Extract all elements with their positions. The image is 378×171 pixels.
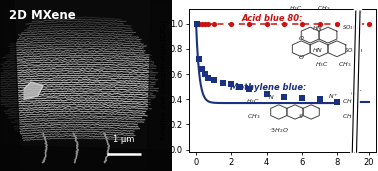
Text: Acid blue 80:: Acid blue 80:: [242, 14, 303, 23]
Polygon shape: [24, 82, 43, 99]
Point: [281, 95, 287, 98]
Point: [211, 79, 217, 82]
Point: [194, 22, 200, 25]
Point: [299, 22, 305, 25]
Point: [263, 22, 270, 25]
Point: [202, 22, 208, 25]
Text: $H_3C$: $H_3C$: [315, 60, 329, 69]
Point: [220, 82, 226, 84]
X-axis label: Time (h): Time (h): [262, 170, 303, 171]
Text: 1 μm: 1 μm: [113, 135, 135, 144]
Point: [228, 83, 234, 86]
Polygon shape: [0, 145, 172, 171]
Point: [211, 22, 217, 25]
Point: [246, 88, 252, 91]
Point: [334, 100, 340, 103]
Point: [237, 85, 243, 88]
Point: [196, 58, 202, 60]
Text: $H_3C$: $H_3C$: [289, 4, 303, 13]
Text: $HN$: $HN$: [313, 24, 324, 32]
Point: [202, 73, 208, 75]
Point: [317, 22, 323, 25]
Point: [228, 22, 234, 25]
Text: $HN$: $HN$: [313, 46, 324, 54]
Point: [246, 22, 252, 25]
Point: [199, 22, 205, 25]
Point: [317, 98, 323, 101]
Polygon shape: [146, 0, 172, 171]
Point: [263, 93, 270, 96]
Point: [194, 22, 200, 25]
Text: $S$: $S$: [298, 112, 304, 120]
Text: $\cdot 3H_2O$: $\cdot 3H_2O$: [269, 126, 289, 135]
Point: [299, 97, 305, 99]
Point: [281, 22, 287, 25]
Text: $N^+$: $N^+$: [327, 92, 339, 101]
Point: [205, 22, 211, 25]
Text: $CH_3$: $CH_3$: [317, 4, 330, 13]
Text: $CH_3$: $CH_3$: [342, 97, 356, 106]
Point: [196, 22, 202, 25]
Text: 2D MXene: 2D MXene: [9, 9, 75, 22]
Point: [366, 22, 372, 25]
Text: $H_3C$: $H_3C$: [246, 97, 260, 106]
Text: $CH_3$: $CH_3$: [247, 112, 260, 121]
Text: Methylene blue:: Methylene blue:: [230, 83, 307, 92]
Text: $CH_3$: $CH_3$: [342, 112, 356, 121]
Text: $Cl^-$: $Cl^-$: [350, 89, 363, 97]
Text: $CH_3$: $CH_3$: [338, 60, 351, 69]
Point: [334, 22, 340, 25]
Y-axis label: Relative dye concentration (C/C₀): Relative dye concentration (C/C₀): [160, 20, 167, 140]
Text: $O$: $O$: [298, 34, 305, 42]
Text: $O$: $O$: [298, 53, 305, 61]
Text: $N$: $N$: [268, 93, 274, 101]
Text: $SO_3Na$: $SO_3Na$: [342, 23, 362, 32]
Polygon shape: [0, 0, 21, 171]
Point: [199, 68, 205, 70]
Text: $SO_3Na$: $SO_3Na$: [344, 46, 364, 55]
Point: [205, 76, 211, 79]
